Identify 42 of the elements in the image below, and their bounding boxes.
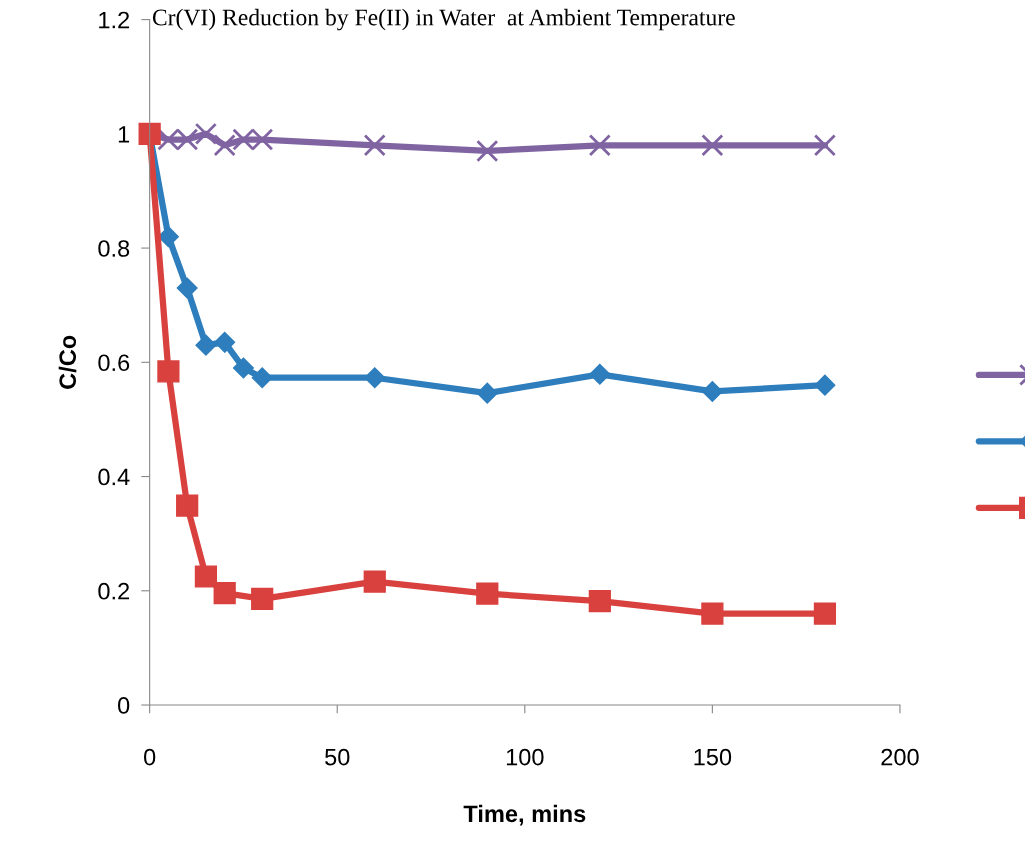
- point: [213, 134, 236, 157]
- point: [701, 380, 723, 402]
- x-axis-title: Time, mins: [463, 804, 586, 826]
- y-tick-label: 0: [118, 697, 130, 714]
- point: [588, 589, 611, 613]
- point: [251, 587, 274, 610]
- point: [813, 602, 837, 625]
- x-tick-label: 0: [144, 748, 156, 766]
- point: [251, 367, 273, 389]
- point: [176, 277, 198, 299]
- point: [701, 602, 724, 625]
- point: [476, 382, 498, 404]
- point: [588, 134, 611, 157]
- y-tick-label: 0.6: [98, 354, 130, 372]
- point: [364, 367, 386, 389]
- point: [363, 134, 386, 157]
- point: [476, 582, 499, 605]
- y-tick-label: 1: [118, 126, 130, 143]
- x-tick-label: 150: [694, 748, 732, 766]
- x-tick-label: 50: [325, 748, 350, 766]
- point: [176, 494, 199, 517]
- point: [476, 139, 499, 163]
- point: [363, 570, 386, 593]
- y-tick-label: 1.2: [99, 11, 130, 29]
- point: [213, 581, 236, 605]
- point: [589, 363, 611, 385]
- point: [194, 122, 218, 145]
- y-tick-label: 0.4: [98, 468, 130, 486]
- point: [195, 334, 217, 356]
- y-tick-label: 0.2: [98, 582, 130, 600]
- point: [157, 360, 180, 383]
- point: [214, 331, 236, 353]
- point: [813, 134, 837, 157]
- x-tick-label: 200: [881, 748, 919, 766]
- chart-title: Cr(VI) Reduction by Fe(II) in Water at Ambient Temperature: [152, 8, 735, 31]
- y-axis-title: C/Co: [58, 335, 77, 389]
- point: [232, 357, 254, 379]
- point: [701, 134, 724, 157]
- point: [814, 374, 836, 396]
- y-tick-label: 0.8: [98, 240, 130, 257]
- point: [194, 565, 218, 588]
- x-tick-label: 100: [506, 748, 544, 766]
